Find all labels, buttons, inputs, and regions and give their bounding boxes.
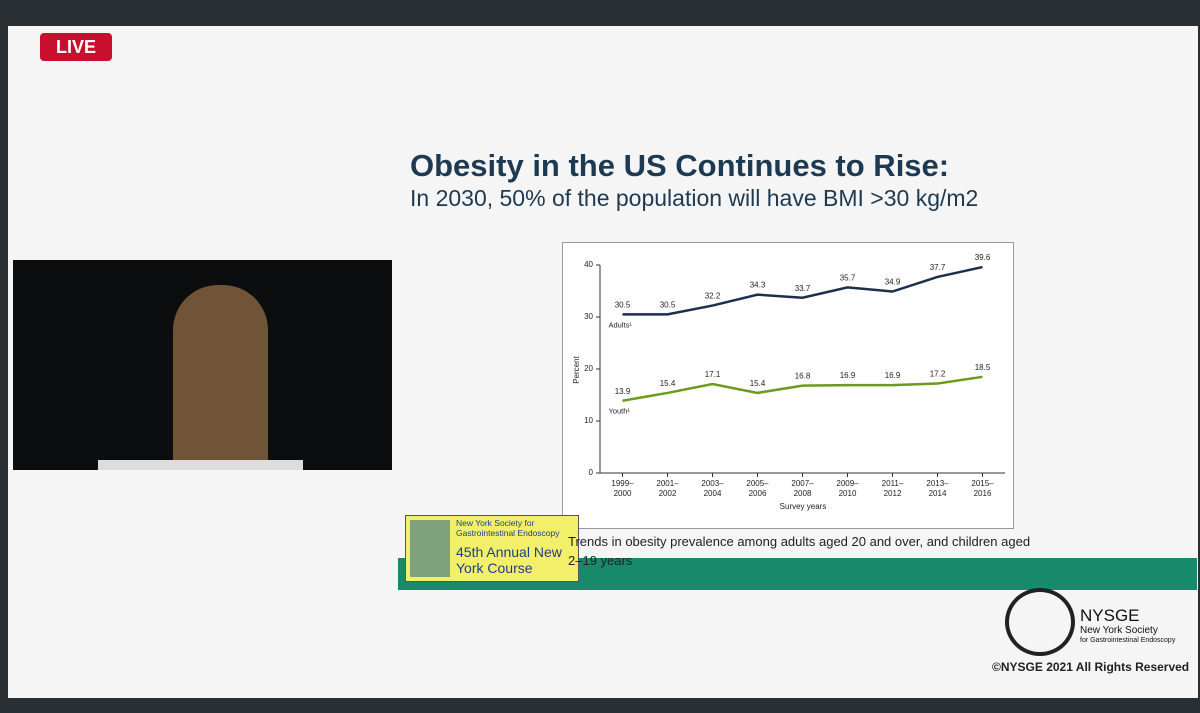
logo-line: New York Society (1080, 625, 1158, 636)
x-tick-label: 2009–2010 (836, 479, 859, 498)
series-line (622, 375, 983, 402)
data-label: 34.3 (750, 281, 766, 290)
x-tick-label: 1999–2000 (611, 479, 634, 498)
data-label: 15.4 (750, 379, 766, 388)
x-tick-label: 2015–2016 (971, 479, 994, 498)
course-badge: New York Society for Gastrointestinal En… (405, 515, 579, 582)
data-label: 35.7 (840, 273, 856, 282)
caption: Trends in obesity prevalence among adult… (568, 534, 1031, 568)
series-label: Youth¹ (609, 407, 631, 416)
data-label: 30.5 (660, 301, 676, 310)
data-label: 39.6 (975, 253, 991, 262)
data-label: 16.9 (840, 371, 856, 380)
y-tick-label: 10 (584, 416, 593, 425)
y-axis-label: Percent (572, 355, 581, 383)
x-tick-label: 2001–2002 (656, 479, 679, 498)
y-tick-label: 0 (589, 468, 594, 477)
chart-box (562, 242, 1014, 529)
data-label: 32.2 (705, 292, 721, 301)
x-tick-label: 2011–2012 (881, 479, 904, 498)
copyright: ©NYSGE 2021 All Rights Reserved (992, 660, 1190, 674)
series-label: Adults¹ (609, 320, 633, 329)
course-name: 45th Annual New York Course (456, 544, 562, 576)
logo-icon (1005, 588, 1075, 656)
slide-title: Obesity in the US Continues to Rise: (410, 148, 950, 183)
data-label: 30.5 (615, 301, 631, 310)
data-label: 16.9 (885, 371, 901, 380)
speaker (173, 285, 268, 470)
live-badge[interactable]: LIVE (40, 33, 112, 61)
data-label: 33.7 (795, 284, 811, 293)
data-label: 17.1 (705, 370, 721, 379)
statue-icon (410, 520, 450, 577)
x-tick-label: 2003–2004 (701, 479, 724, 498)
podium (98, 460, 303, 470)
data-label: 37.7 (930, 263, 946, 272)
data-label: 16.8 (795, 372, 811, 381)
y-tick-label: 40 (584, 260, 593, 269)
society-name: New York Society for Gastrointestinal En… (456, 518, 560, 538)
data-label: 34.9 (885, 278, 901, 287)
logo-line: for Gastrointestinal Endoscopy (1080, 637, 1176, 644)
data-label: 15.4 (660, 379, 676, 388)
x-tick-label: 2007–2008 (791, 479, 814, 498)
data-label: 13.9 (615, 387, 631, 396)
x-tick-label: 2005–2006 (746, 479, 769, 498)
data-label: 17.2 (930, 370, 946, 379)
x-tick-label: 2013–2014 (926, 479, 949, 498)
logo-name: NYSGE (1080, 606, 1140, 625)
x-axis-label: Survey years (780, 502, 827, 511)
slide-subtitle: In 2030, 50% of the population will have… (410, 185, 979, 211)
y-tick-label: 30 (584, 312, 593, 321)
data-label: 18.5 (975, 363, 991, 372)
y-tick-label: 20 (584, 364, 593, 373)
video-panel[interactable] (13, 260, 392, 470)
series-line (622, 265, 983, 316)
